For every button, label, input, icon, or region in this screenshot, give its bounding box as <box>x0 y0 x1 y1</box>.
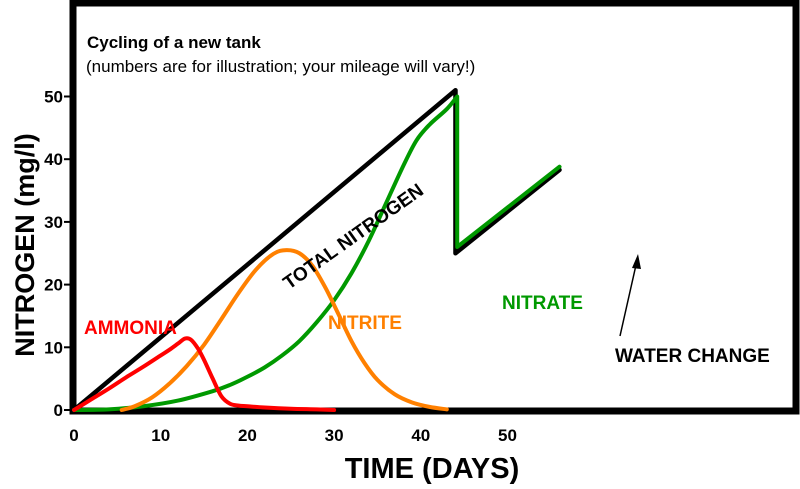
x-tick-label: 0 <box>69 426 78 445</box>
x-axis-title: TIME (DAYS) <box>345 453 520 485</box>
y-tick-label: 50 <box>44 88 63 107</box>
nitrate-line <box>72 94 562 412</box>
x-tick-label: 50 <box>498 426 517 445</box>
y-axis-ticks: 0 10 20 30 40 50 <box>44 88 72 420</box>
water-change-label: WATER CHANGE <box>615 346 770 367</box>
y-tick-label: 40 <box>44 150 63 169</box>
x-tick-label: 40 <box>411 426 430 445</box>
chart-subtitle: (numbers are for illustration; your mile… <box>86 57 475 76</box>
x-tick-label: 10 <box>151 426 170 445</box>
nitrite-label: NITRITE <box>328 313 402 334</box>
y-axis-title: NITROGEN (mg/l) <box>10 133 40 357</box>
y-tick-label: 30 <box>44 213 63 232</box>
nitrite-line <box>119 248 449 412</box>
series-lines <box>71 87 562 413</box>
x-tick-label: 30 <box>325 426 344 445</box>
y-tick-label: 10 <box>44 338 63 357</box>
nitrate-label: NITRATE <box>502 293 583 314</box>
water-change-arrow-icon <box>619 254 641 337</box>
x-tick-label: 20 <box>238 426 257 445</box>
y-tick-label: 0 <box>54 401 63 420</box>
x-axis-ticks: 0 10 20 30 40 50 <box>69 426 517 445</box>
y-tick-label: 20 <box>44 276 63 295</box>
ammonia-label: AMMONIA <box>84 318 177 339</box>
chart-title: Cycling of a new tank <box>87 33 261 52</box>
ammonia-line <box>72 336 337 412</box>
